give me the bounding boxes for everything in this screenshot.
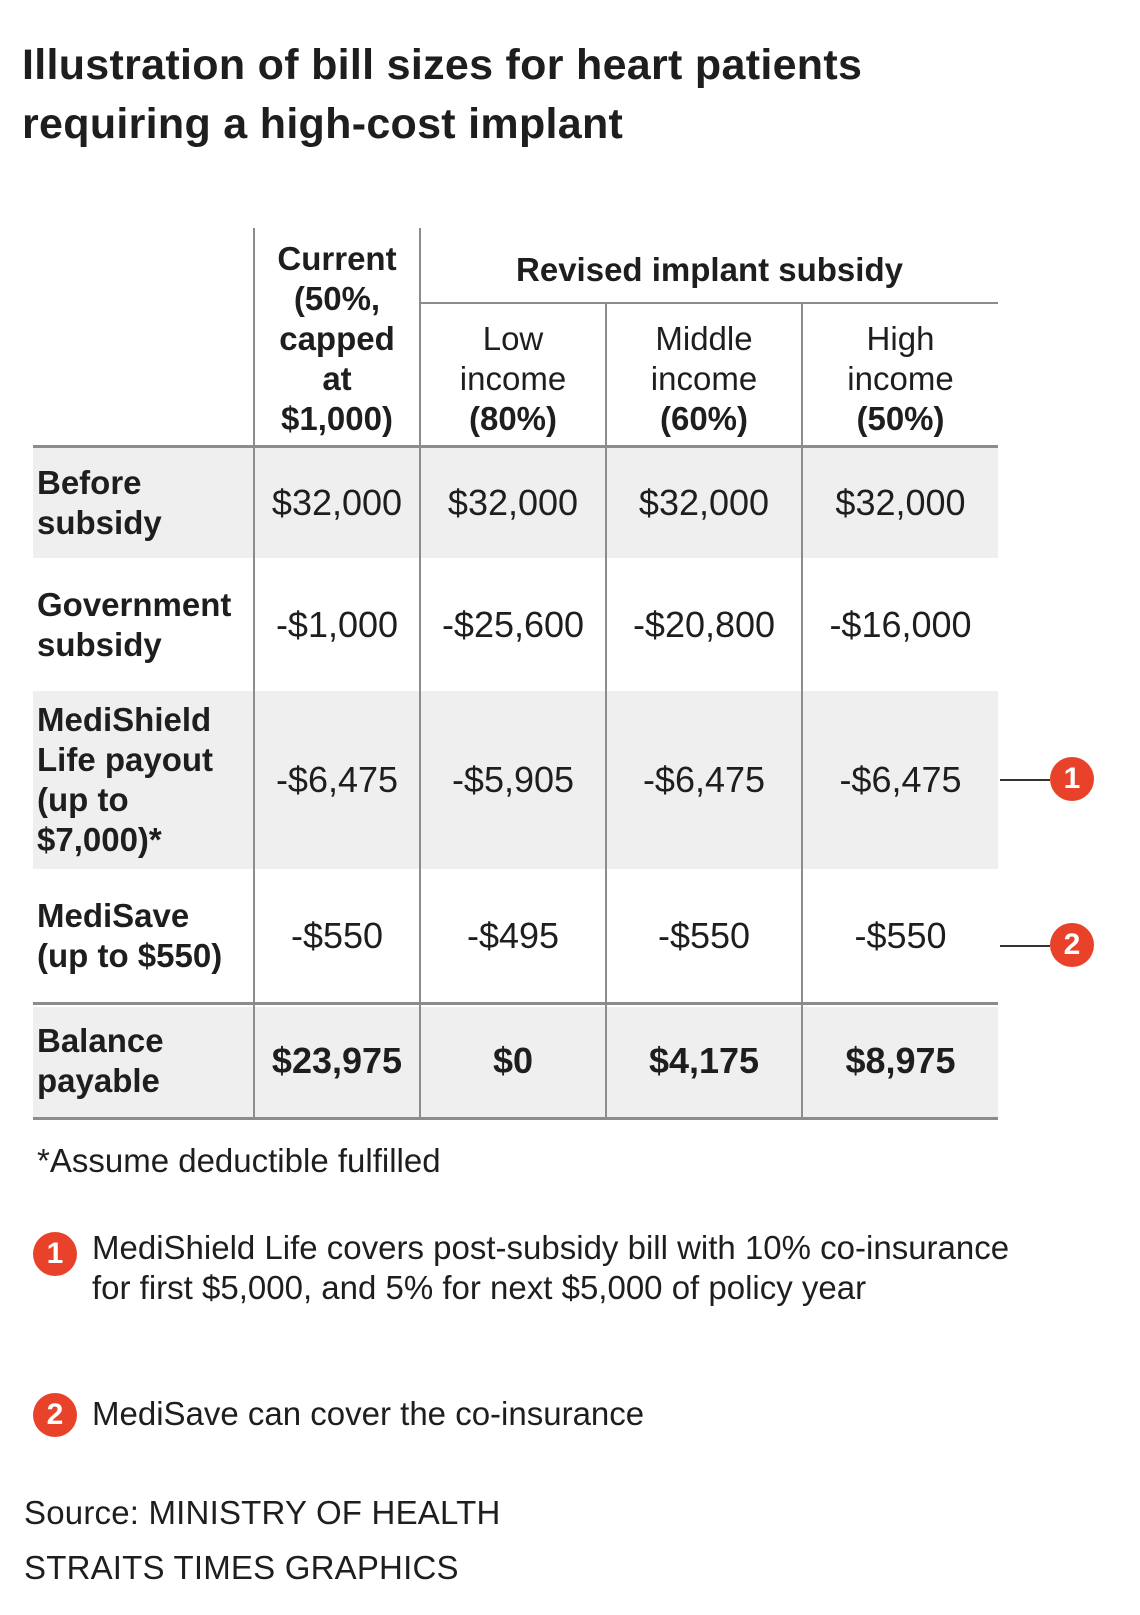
row-label-before-subsidy: Before subsidy (37, 464, 162, 541)
header-middle-income-pct: (60%) (659, 399, 749, 437)
graphics-credit: STRAITS TIMES GRAPHICS (24, 1549, 459, 1586)
marker-2-badge: 2 (1050, 923, 1094, 967)
marker-1-badge: 1 (1050, 757, 1094, 801)
cell-govt-high: -$16,000 (829, 603, 972, 645)
cell-govt-current: -$1,000 (275, 603, 399, 645)
header-high-income: High income (50%) (803, 316, 998, 441)
cell-medishield-current: -$6,475 (275, 759, 399, 800)
chart-title: Illustration of bill sizes for heart pat… (22, 41, 863, 148)
cell-before-low: $32,000 (447, 482, 579, 523)
balance-top-rule (33, 1002, 998, 1005)
column-divider (253, 228, 255, 1119)
row-label-medishield-life-payout: MediShield Life payout (up to $7,000)* (37, 701, 214, 858)
cell-govt-middle: -$20,800 (632, 603, 776, 645)
cell-medishield-low: -$5,905 (451, 759, 575, 800)
header-low-income-label: Low income (459, 319, 567, 397)
cell-balance-current: $23,975 (271, 1040, 403, 1081)
cell-before-current: $32,000 (271, 482, 403, 523)
cell-medisave-middle: -$550 (657, 914, 751, 956)
note-1-text: MediShield Life covers post-subsidy bill… (92, 1229, 1010, 1306)
cell-medishield-middle: -$6,475 (642, 759, 766, 800)
row-shade-before-subsidy (33, 445, 998, 558)
header-middle-income: Middle income (60%) (607, 316, 801, 441)
cell-medisave-current: -$550 (290, 914, 384, 956)
header-current: Current (50%, capped at $1,000) (277, 239, 397, 437)
column-divider (419, 228, 421, 1119)
cell-before-middle: $32,000 (638, 482, 770, 523)
cell-balance-middle: $4,175 (648, 1040, 760, 1081)
header-bottom-rule (33, 445, 998, 448)
footnote: *Assume deductible fulfilled (37, 1142, 441, 1179)
marker-1-connector (1000, 779, 1050, 781)
row-label-medisave: MediSave (up to $550) (37, 896, 223, 974)
row-label-balance-payable: Balance payable (37, 1022, 164, 1099)
marker-2-connector (1000, 945, 1050, 947)
cell-medisave-low: -$495 (466, 914, 560, 956)
header-low-income: Low income (80%) (421, 316, 605, 441)
note-1-badge: 1 (33, 1232, 77, 1276)
revised-header-rule (420, 302, 998, 304)
cell-medisave-high: -$550 (854, 914, 947, 956)
header-low-income-pct: (80%) (468, 399, 558, 437)
cell-balance-high: $8,975 (845, 1040, 956, 1081)
header-revised-implant-subsidy: Revised implant subsidy (516, 251, 903, 288)
row-shade-balance (33, 1007, 998, 1119)
source-line: Source: MINISTRY OF HEALTH (24, 1494, 501, 1531)
table-bottom-rule (33, 1117, 998, 1120)
row-label-government-subsidy: Government subsidy (37, 585, 232, 663)
column-divider (801, 304, 803, 1119)
cell-balance-low: $0 (492, 1040, 534, 1081)
note-2-badge: 2 (33, 1393, 77, 1437)
cell-govt-low: -$25,600 (441, 603, 585, 645)
header-high-income-pct: (50%) (856, 399, 945, 437)
cell-before-high: $32,000 (835, 482, 966, 523)
header-high-income-label: High income (847, 319, 954, 397)
row-shade-medishield (33, 691, 998, 869)
header-middle-income-label: Middle income (650, 319, 758, 397)
note-2-text: MediSave can cover the co-insurance (92, 1395, 645, 1432)
column-divider (605, 304, 607, 1119)
cell-medishield-high: -$6,475 (839, 759, 962, 800)
